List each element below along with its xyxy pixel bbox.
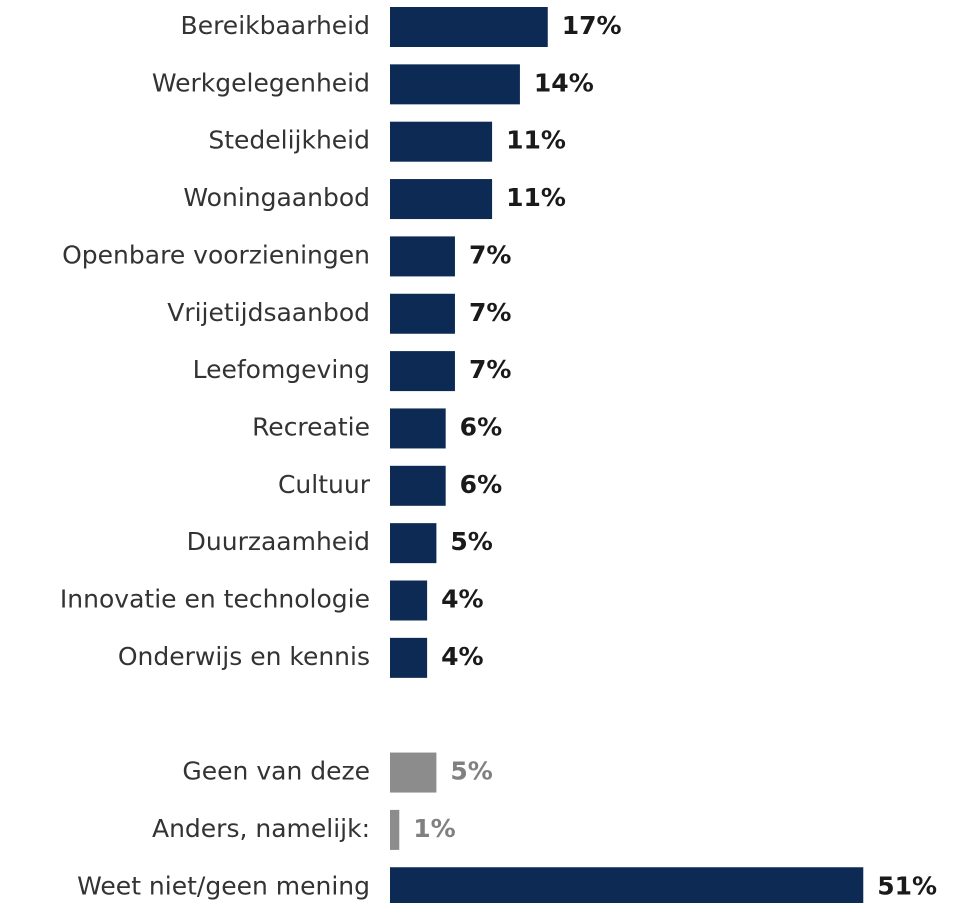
value-label: 4% [441, 585, 483, 614]
bar [390, 236, 455, 277]
bar [390, 408, 446, 449]
category-label: Geen van deze [182, 757, 370, 786]
category-label: Leefomgeving [193, 355, 370, 384]
category-label: Weet niet/geen mening [77, 871, 370, 900]
value-label: 11% [506, 126, 566, 155]
bar [390, 752, 437, 793]
bar [390, 637, 428, 678]
value-label: 7% [469, 298, 511, 327]
bar [390, 7, 548, 47]
bar [390, 523, 437, 564]
value-label: 1% [413, 814, 455, 843]
value-label: 4% [441, 642, 483, 671]
category-label: Stedelijkheid [208, 126, 370, 155]
category-label: Bereikbaarheid [181, 11, 370, 40]
bar [390, 465, 446, 506]
value-label: 14% [534, 68, 594, 97]
value-label: 7% [469, 355, 511, 384]
category-label: Vrijetijdsaanbod [167, 298, 370, 327]
value-label: 6% [460, 470, 502, 499]
bar [390, 121, 493, 162]
category-label: Anders, namelijk: [152, 814, 370, 843]
bar [390, 179, 493, 220]
bar [390, 293, 455, 334]
category-label: Cultuur [278, 470, 371, 499]
bar [390, 64, 520, 105]
value-label: 6% [460, 412, 502, 441]
category-label: Innovatie en technologie [60, 585, 370, 614]
value-label: 51% [877, 871, 937, 900]
bar [390, 809, 400, 850]
bar [390, 351, 455, 392]
category-label: Duurzaamheid [187, 527, 370, 556]
category-label: Recreatie [252, 412, 370, 441]
category-label: Woningaanbod [183, 183, 370, 212]
value-label: 11% [506, 183, 566, 212]
value-label: 5% [450, 757, 492, 786]
value-label: 5% [450, 527, 492, 556]
value-label: 7% [469, 240, 511, 269]
category-label: Onderwijs en kennis [118, 642, 370, 671]
bar [390, 867, 864, 903]
category-label: Werkgelegenheid [152, 68, 370, 97]
category-label: Openbare voorzieningen [62, 240, 370, 269]
value-label: 17% [562, 11, 622, 40]
bar [390, 580, 428, 621]
